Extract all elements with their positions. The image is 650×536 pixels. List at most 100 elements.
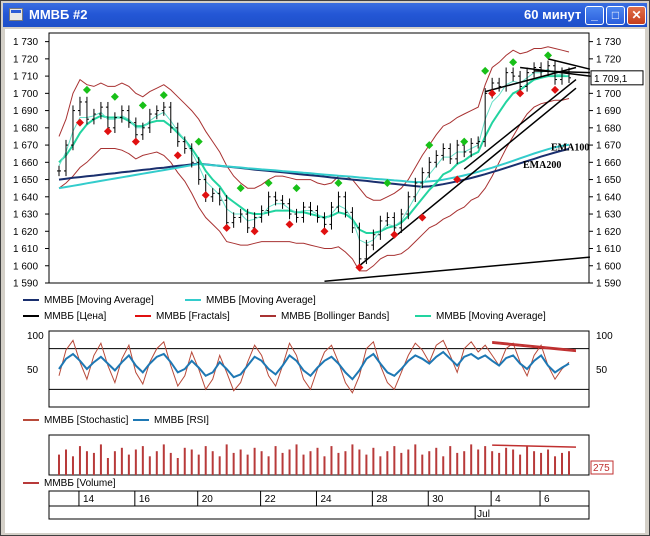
legend-label: ММВБ [Bollinger Bands]	[281, 311, 390, 322]
time-tick-label: 22	[265, 494, 277, 505]
moving-average-fast-line	[58, 68, 570, 244]
fractal-up-marker	[425, 141, 434, 150]
time-tick-label: 28	[376, 494, 388, 505]
y-tick-label-left: 1 620	[13, 227, 38, 238]
y-tick-label-right: 1 610	[596, 244, 621, 255]
y-tick-label-right: 1 720	[596, 54, 621, 65]
bollinger-lower-line	[58, 98, 570, 272]
y-tick-label-right: 1 650	[596, 175, 621, 186]
fractal-up-marker	[481, 66, 490, 75]
fractal-up-marker	[110, 92, 119, 101]
oscillator-trendline	[492, 342, 577, 353]
y-tick-label-left: 1 670	[13, 141, 38, 152]
fractal-down-marker	[131, 137, 140, 146]
title-bar[interactable]: ММВБ #2 60 минут _ □ ✕	[3, 3, 647, 27]
legend-label: ММВБ [RSI]	[154, 415, 209, 426]
time-tick-label: 24	[320, 494, 332, 505]
legend-swatch	[23, 315, 39, 318]
fractal-up-marker	[159, 91, 168, 100]
y-tick-label-right: 1 660	[596, 158, 621, 169]
fractal-up-marker	[292, 184, 301, 193]
y-tick-label-right: 1 630	[596, 210, 621, 221]
y-tick-label-right: 1 680	[596, 123, 621, 134]
fractal-up-marker	[509, 58, 518, 67]
legend-volume: ММВБ [Volume]	[23, 478, 116, 489]
oscillator-trendline	[492, 341, 577, 351]
fractal-down-marker	[201, 191, 210, 200]
fractal-down-marker	[453, 175, 462, 184]
oscillator-panel	[48, 330, 590, 408]
close-button[interactable]: ✕	[627, 6, 646, 25]
legend-stochastic: ММВБ [Stochastic]	[23, 415, 128, 426]
last-price-box	[590, 70, 644, 86]
legend-label: ММВБ [Volume]	[44, 478, 116, 489]
legend-swatch	[415, 315, 431, 318]
legend-ma-slow: ММВБ [Moving Average]	[23, 295, 154, 306]
fractal-down-marker	[250, 227, 259, 236]
fractal-up-marker	[236, 184, 245, 193]
y-tick-label-right: 1 590	[596, 279, 621, 290]
minimize-button[interactable]: _	[585, 6, 604, 25]
fractal-down-marker	[173, 151, 182, 160]
price-panel	[48, 32, 590, 284]
month-label: Jul	[477, 509, 490, 520]
legend-swatch	[23, 419, 39, 422]
fractal-up-marker	[82, 85, 91, 94]
legend-swatch	[23, 482, 39, 485]
legend-swatch	[135, 315, 151, 318]
legend-swatch	[185, 299, 201, 302]
chart-svg[interactable]: 1 590 1 590 1 600 1 600 1 610 1 610 1 620 1 620…	[5, 29, 645, 533]
y-tick-label-right: 1 700	[596, 89, 621, 100]
time-tick-label: 6	[544, 494, 550, 505]
ema200-line	[58, 147, 570, 188]
y-tick-label-right: 1 620	[596, 227, 621, 238]
fractal-down-marker	[103, 127, 112, 136]
fractal-up-marker	[544, 51, 553, 60]
legend-bollinger: ММВБ [Bollinger Bands]	[260, 311, 389, 322]
volume-panel	[48, 434, 590, 476]
trendline	[463, 78, 577, 170]
fractal-down-marker	[390, 230, 399, 239]
fractal-down-marker	[418, 213, 427, 222]
y-tick-label-right: 1 690	[596, 106, 621, 117]
trendline	[534, 70, 590, 74]
legend-rsi: ММВБ [RSI]	[133, 415, 209, 426]
y-tick-label-left: 1 630	[13, 210, 38, 221]
period-label: 60 минут	[524, 7, 582, 22]
fractal-down-marker	[516, 89, 525, 98]
volume-trendline	[492, 444, 577, 448]
stochastic-line	[58, 339, 570, 394]
oscillator-tick-label-left: 50	[27, 365, 39, 376]
window-icon[interactable]	[9, 8, 23, 21]
fractal-down-marker	[285, 220, 294, 229]
y-tick-label-left: 1 730	[13, 37, 38, 48]
time-tick-label: 20	[202, 494, 214, 505]
y-tick-label-left: 1 680	[13, 123, 38, 134]
fractal-down-marker	[75, 118, 84, 127]
fractal-up-marker	[383, 179, 392, 187]
y-tick-label-left: 1 590	[13, 279, 38, 290]
y-tick-label-right: 1 640	[596, 192, 621, 203]
maximize-button[interactable]: □	[606, 6, 625, 25]
rsi-line	[58, 350, 570, 381]
fractal-up-marker	[334, 179, 343, 187]
y-tick-label-left: 1 720	[13, 54, 38, 65]
ema100-line	[58, 143, 570, 190]
y-tick-label-left: 1 660	[13, 158, 38, 169]
legend-label: ММВБ [Moving Average]	[206, 295, 316, 306]
fractal-up-marker	[138, 101, 147, 110]
fractal-up-marker	[194, 137, 203, 146]
chart-area[interactable]: 1 590 1 590 1 600 1 600 1 610 1 610 1 620 1 620…	[5, 29, 645, 533]
trendline	[520, 66, 591, 77]
legend-label: ММВБ [Цена]	[44, 311, 107, 322]
moving-average-line	[58, 75, 569, 234]
fractal-down-marker	[551, 85, 560, 94]
legend-label: ММВБ [Moving Average]	[436, 311, 546, 322]
legend-ma-mid: ММВБ [Moving Average]	[415, 311, 546, 322]
y-tick-label-left: 1 710	[13, 72, 38, 83]
y-tick-label-left: 1 600	[13, 261, 38, 272]
time-tick-label: 30	[432, 494, 444, 505]
oscillator-tick-label-left: 100	[27, 331, 44, 342]
fractal-down-marker	[222, 223, 231, 232]
